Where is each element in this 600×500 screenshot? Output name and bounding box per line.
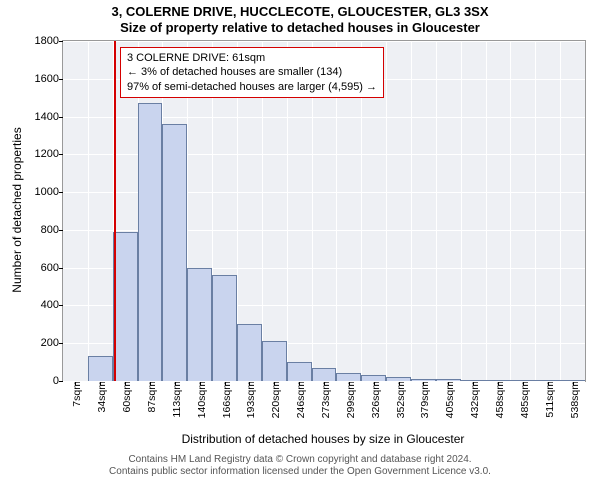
x-tick-label: 273sqm (316, 381, 332, 418)
histogram-bar (535, 380, 560, 381)
x-tick-label: 326sqm (366, 381, 382, 418)
histogram-bar (162, 124, 187, 381)
chart-title-line2: Size of property relative to detached ho… (0, 20, 600, 36)
infobox-line: 3 COLERNE DRIVE: 61sqm (127, 51, 377, 65)
histogram-bar (560, 380, 585, 381)
x-tick-label: 485sqm (515, 381, 531, 418)
footer-line2: Contains public sector information licen… (0, 466, 600, 478)
histogram-chart: 3, COLERNE DRIVE, HUCCLECOTE, GLOUCESTER… (0, 0, 600, 500)
footer: Contains HM Land Registry data © Crown c… (0, 454, 600, 477)
x-tick-label: 246sqm (291, 381, 307, 418)
x-tick-label: 299sqm (341, 381, 357, 418)
x-tick-label: 193sqm (241, 381, 257, 418)
histogram-bar (113, 232, 138, 381)
x-tick-label: 379sqm (415, 381, 431, 418)
x-tick-label: 511sqm (540, 381, 556, 418)
x-tick-label: 432sqm (465, 381, 481, 418)
infobox-line: ← 3% of detached houses are smaller (134… (127, 65, 377, 79)
x-tick-label: 166sqm (217, 381, 233, 418)
histogram-bar (486, 380, 511, 381)
x-tick-label: 352sqm (391, 381, 407, 418)
plot-inner: 3 COLERNE DRIVE: 61sqm← 3% of detached h… (63, 41, 585, 381)
x-tick-label: 60sqm (117, 381, 133, 413)
histogram-bar (386, 377, 411, 381)
histogram-bar (287, 362, 312, 381)
histogram-bar (237, 324, 262, 381)
x-tick-label: 405sqm (440, 381, 456, 418)
footer-line1: Contains HM Land Registry data © Crown c… (0, 454, 600, 466)
y-axis-label: Number of detached properties (10, 110, 24, 310)
histogram-bar (461, 380, 486, 381)
histogram-bar (510, 380, 535, 381)
histogram-bar (436, 379, 461, 381)
x-tick-label: 87sqm (142, 381, 158, 413)
property-info-box: 3 COLERNE DRIVE: 61sqm← 3% of detached h… (120, 47, 384, 98)
property-marker-line (114, 41, 116, 381)
infobox-line: 97% of semi-detached houses are larger (… (127, 80, 377, 94)
histogram-bar (138, 103, 163, 381)
histogram-bar (262, 341, 287, 381)
histogram-bar (336, 373, 361, 381)
x-axis-label: Distribution of detached houses by size … (62, 432, 584, 446)
x-tick-label: 538sqm (565, 381, 581, 418)
x-tick-label: 34sqm (92, 381, 108, 413)
x-tick-label: 458sqm (490, 381, 506, 418)
x-tick-label: 140sqm (192, 381, 208, 418)
histogram-bar (212, 275, 237, 381)
plot-area: 3 COLERNE DRIVE: 61sqm← 3% of detached h… (62, 40, 586, 382)
x-tick-label: 113sqm (167, 381, 183, 418)
x-tick-label: 220sqm (266, 381, 282, 418)
histogram-bar (312, 368, 337, 381)
histogram-bar (411, 379, 436, 381)
histogram-bar (88, 356, 113, 381)
histogram-bar (361, 375, 386, 381)
chart-title-line1: 3, COLERNE DRIVE, HUCCLECOTE, GLOUCESTER… (0, 0, 600, 20)
histogram-bar (187, 268, 212, 381)
